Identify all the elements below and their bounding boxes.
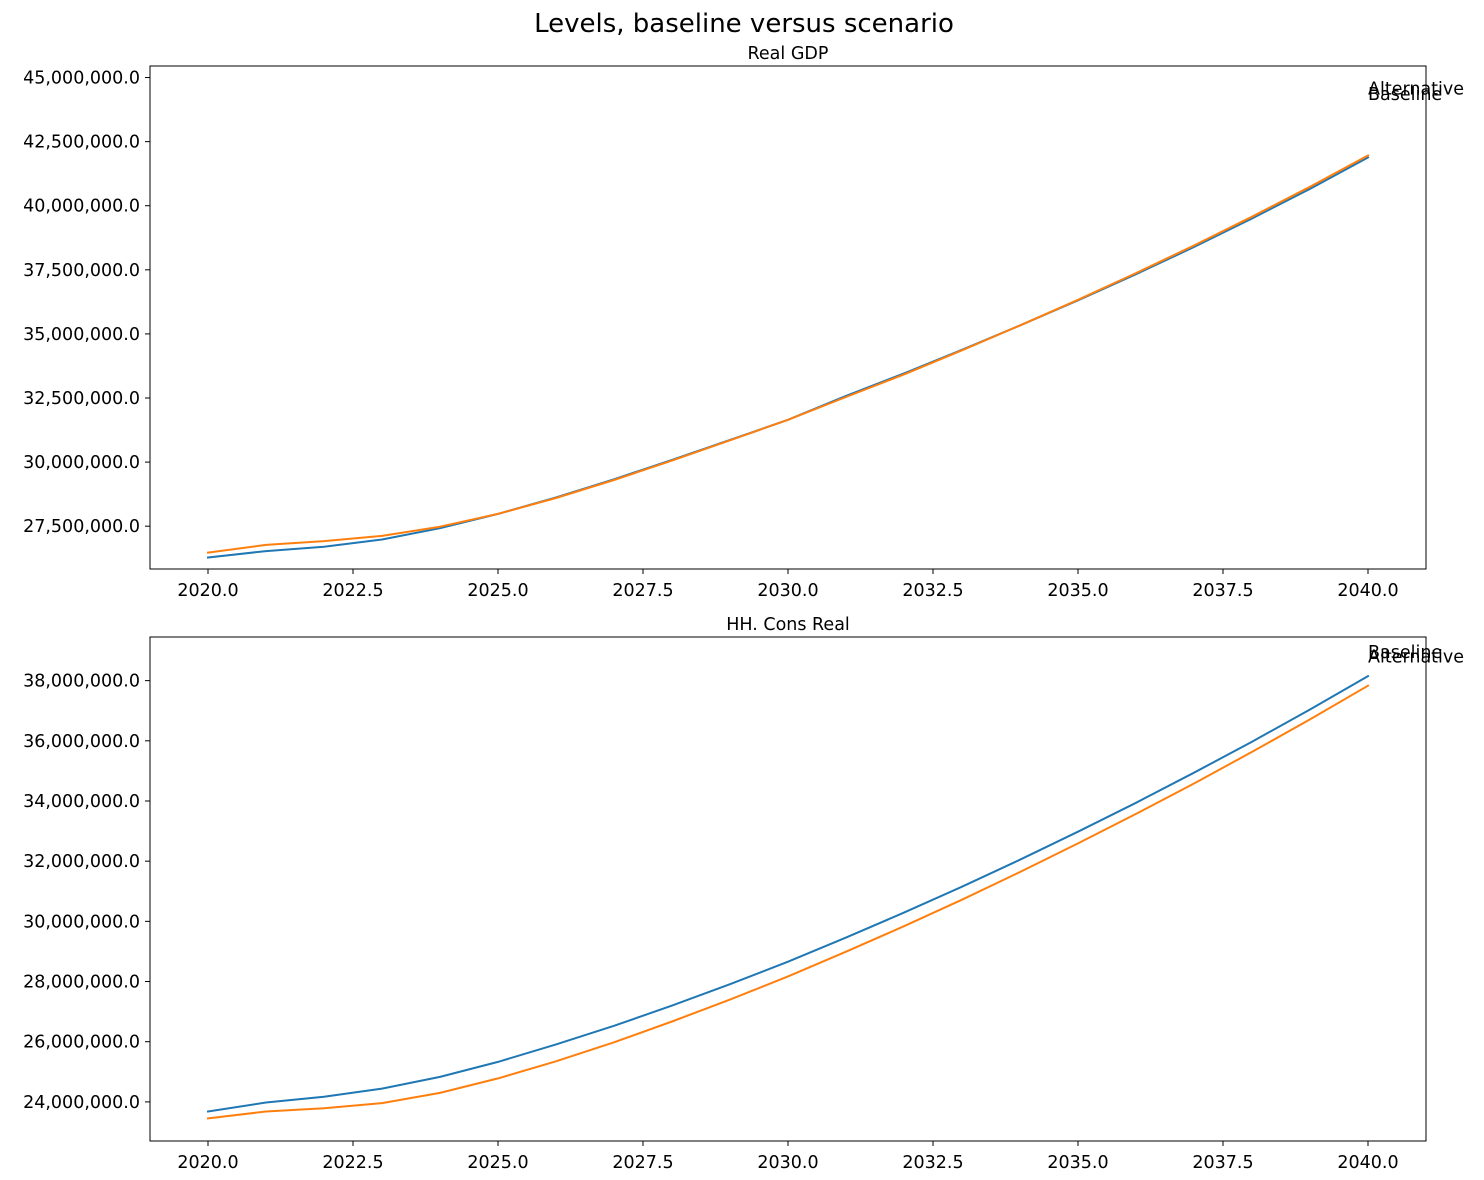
real-gdp-y-tick-label: 30,000,000.0 [23, 453, 140, 473]
hh-cons-real-x-tick-label: 2032.5 [902, 1153, 963, 1173]
real-gdp-x-tick-label: 2040.0 [1337, 581, 1398, 601]
hh-cons-real-x-tick-label: 2020.0 [177, 1153, 238, 1173]
hh-cons-real-y-tick-label: 32,000,000.0 [23, 852, 140, 872]
real-gdp-y-tick-label: 42,500,000.0 [23, 133, 140, 153]
real-gdp-series-alternative [206, 154, 1370, 554]
hh-cons-real-marks: 2020.0 2022.5 2025.0 2027.5 2030.0 2032.5 2035… [23, 643, 1464, 1173]
plot-area-real-gdp [149, 65, 1427, 570]
real-gdp-y-tick-label: 27,500,000.0 [23, 517, 140, 537]
real-gdp-x-tick-label: 2035.0 [1047, 581, 1108, 601]
hh-cons-real-y-tick-label: 26,000,000.0 [23, 1033, 140, 1053]
hh-cons-real-y-tick-label: 36,000,000.0 [23, 732, 140, 752]
panel-hh-cons-real: HH. Cons Real 2020.0 2022.5 2025.0 2027.5 20… [23, 615, 1464, 1173]
hh-cons-real-x-tick-label: 2022.5 [322, 1153, 383, 1173]
hh-cons-real-y-tick-label: 24,000,000.0 [23, 1093, 140, 1113]
hh-cons-real-y-tick-label: 38,000,000.0 [23, 672, 140, 692]
real-gdp-x-tick-label: 2022.5 [322, 581, 383, 601]
panel-real-gdp: Real GDP 2020.0 2022.5 2025.0 2027.5 2030.0 2… [23, 44, 1464, 601]
real-gdp-y-tick-label: 32,500,000.0 [23, 389, 140, 409]
hh-cons-real-end-label-alternative: Alternative [1368, 648, 1464, 668]
hh-cons-real-x-tick-label: 2037.5 [1192, 1153, 1253, 1173]
real-gdp-y-tick-label: 45,000,000.0 [23, 69, 140, 89]
real-gdp-x-tick-label: 2032.5 [902, 581, 963, 601]
hh-cons-real-y-tick-label: 34,000,000.0 [23, 792, 140, 812]
real-gdp-y-tick-label: 35,000,000.0 [23, 325, 140, 345]
hh-cons-real-x-tick-label: 2030.0 [757, 1153, 818, 1173]
real-gdp-y-tick-label: 40,000,000.0 [23, 197, 140, 217]
hh-cons-real-end-label-baseline: Baseline [1368, 643, 1442, 663]
real-gdp-x-tick-label: 2030.0 [757, 581, 818, 601]
hh-cons-real-y-tick-label: 30,000,000.0 [23, 912, 140, 932]
real-gdp-end-label-alternative: Alternative [1368, 80, 1464, 100]
panel-title-hh-cons-real: HH. Cons Real [726, 615, 850, 635]
hh-cons-real-y-tick-label: 28,000,000.0 [23, 973, 140, 993]
hh-cons-real-x-tick-label: 2025.0 [467, 1153, 528, 1173]
hh-cons-real-x-tick-label: 2027.5 [612, 1153, 673, 1173]
real-gdp-x-tick-label: 2020.0 [177, 581, 238, 601]
panel-title-real-gdp: Real GDP [748, 44, 829, 64]
hh-cons-real-x-tick-label: 2040.0 [1337, 1153, 1398, 1173]
real-gdp-marks: 2020.0 2022.5 2025.0 2027.5 2030.0 2032.5 2035… [23, 69, 1464, 601]
real-gdp-x-tick-label: 2025.0 [467, 581, 528, 601]
real-gdp-x-tick-label: 2037.5 [1192, 581, 1253, 601]
hh-cons-real-series-baseline [206, 674, 1370, 1113]
real-gdp-y-tick-label: 37,500,000.0 [23, 261, 140, 281]
real-gdp-end-label-baseline: Baseline [1368, 85, 1442, 105]
hh-cons-real-series-alternative [206, 684, 1370, 1120]
plot-area-hh-cons-real [149, 636, 1427, 1142]
figure-title: Levels, baseline versus scenario [534, 9, 954, 39]
hh-cons-real-x-tick-label: 2035.0 [1047, 1153, 1108, 1173]
real-gdp-x-tick-label: 2027.5 [612, 581, 673, 601]
